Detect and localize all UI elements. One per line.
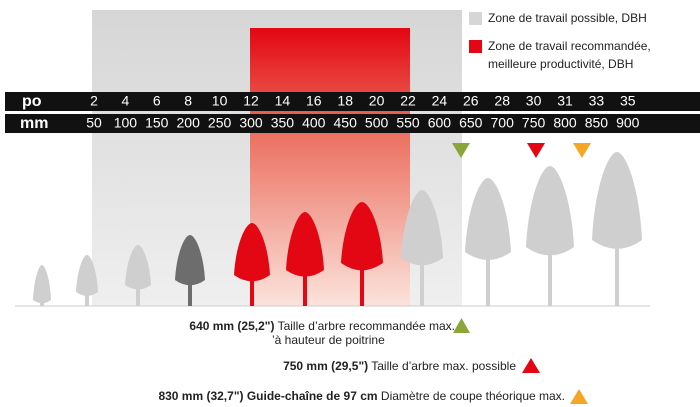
tree-crown (592, 152, 642, 249)
inch-value: 14 (275, 93, 291, 109)
mm-value: 200 (177, 115, 201, 131)
inch-value: 6 (153, 93, 161, 109)
mm-value: 600 (428, 115, 452, 131)
inch-value: 26 (463, 93, 479, 109)
inch-value: 28 (494, 93, 510, 109)
inch-value: 16 (306, 93, 322, 109)
inch-value: 4 (122, 93, 130, 109)
inch-value: 33 (589, 93, 605, 109)
tree-crown (526, 166, 574, 255)
legend-label: Zone de travail possible, DBH (488, 11, 647, 25)
red-marker (522, 358, 540, 373)
mm-label: mm (20, 115, 48, 132)
note: 750 mm (29,5") Taille d’arbre max. possi… (283, 359, 516, 373)
note-text: Diamètre de coupe théorique max. (378, 389, 565, 403)
red-marker (527, 143, 545, 158)
inch-value: 30 (526, 93, 542, 109)
mm-value: 900 (616, 115, 640, 131)
mm-value: 700 (491, 115, 515, 131)
inch-value: 10 (212, 93, 228, 109)
orange-marker (570, 389, 588, 404)
inch-value: 22 (400, 93, 416, 109)
tree-crown (465, 178, 511, 260)
note: 640 mm (25,2") Taille d’arbre recommandé… (189, 319, 455, 333)
inch-value: 12 (243, 93, 259, 109)
inch-value: 2 (90, 93, 98, 109)
tree-crown (33, 265, 51, 303)
note-value: 750 mm (29,5") (283, 359, 368, 373)
diagram: Zone de travail possible, DBH Zone de tr… (0, 0, 700, 407)
inch-value: 18 (337, 93, 353, 109)
mm-value: 550 (396, 115, 420, 131)
legend-label: Zone de travail recommandée, (488, 39, 651, 53)
mm-value: 400 (302, 115, 326, 131)
inch-value: 35 (620, 93, 636, 109)
note-value: 640 mm (25,2") (189, 319, 274, 333)
mm-value: 800 (553, 115, 577, 131)
recommended-zone (250, 28, 410, 306)
note-text: Taille d’arbre recommandée max. (274, 319, 455, 333)
mm-value: 250 (208, 115, 232, 131)
inch-value: 24 (432, 93, 448, 109)
inch-value: 20 (369, 93, 385, 109)
mm-value: 50 (86, 115, 102, 131)
green-marker (453, 318, 470, 333)
note-value: 830 mm (32,7") Guide-chaîne de 97 cm (158, 389, 377, 403)
mm-value: 150 (145, 115, 169, 131)
inch-value: 8 (184, 93, 192, 109)
mm-value: 100 (114, 115, 138, 131)
inch-label: po (22, 93, 42, 110)
legend-label: meilleure productivité, DBH (488, 57, 633, 71)
legend-swatch (469, 12, 482, 25)
legend-swatch (469, 40, 482, 53)
inch-value: 31 (557, 93, 573, 109)
mm-value: 450 (334, 115, 358, 131)
mm-value: 850 (585, 115, 609, 131)
note-text: ’à hauteur de poitrine (272, 333, 385, 347)
mm-value: 300 (239, 115, 263, 131)
mm-value: 750 (522, 115, 546, 131)
mm-value: 350 (271, 115, 295, 131)
mm-value: 650 (459, 115, 483, 131)
orange-marker (573, 143, 591, 158)
note: 830 mm (32,7") Guide-chaîne de 97 cm Dia… (158, 389, 565, 403)
note-text: Taille d’arbre max. possible (368, 359, 516, 373)
mm-value: 500 (365, 115, 389, 131)
